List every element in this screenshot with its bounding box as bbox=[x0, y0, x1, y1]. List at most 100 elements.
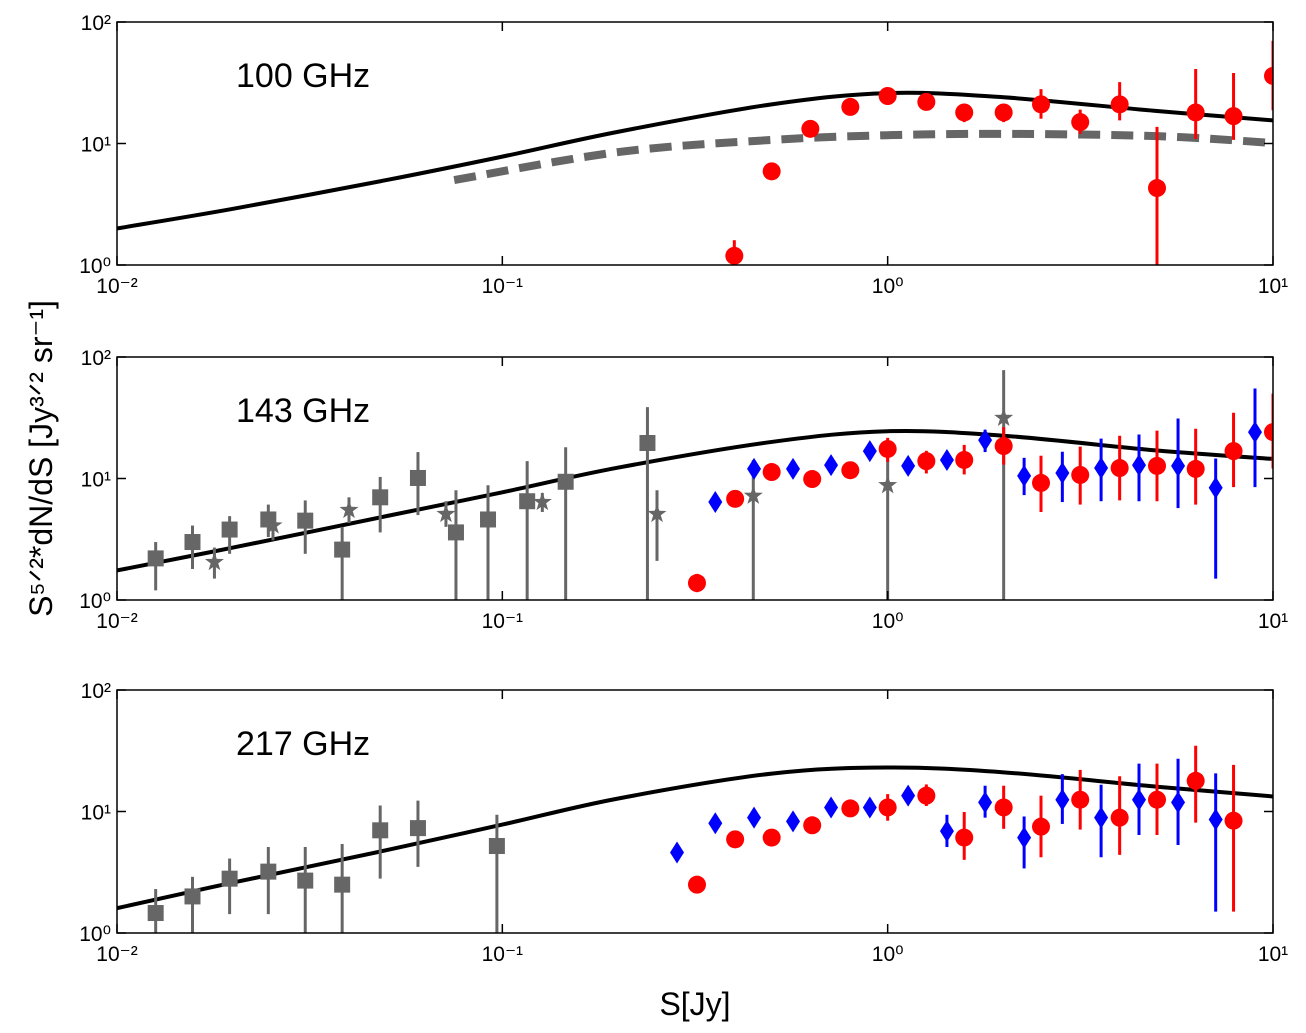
y-tick-label: 10² bbox=[81, 680, 111, 703]
point bbox=[1186, 103, 1205, 122]
point bbox=[1224, 107, 1243, 126]
x-tick-label: 10⁻² bbox=[96, 610, 137, 633]
point bbox=[297, 512, 314, 529]
point bbox=[532, 492, 552, 511]
point bbox=[726, 489, 745, 508]
point bbox=[409, 820, 426, 837]
point bbox=[372, 822, 389, 839]
point bbox=[1247, 421, 1262, 444]
point bbox=[862, 440, 877, 463]
point bbox=[1055, 788, 1070, 811]
point bbox=[1071, 465, 1090, 484]
point bbox=[1148, 456, 1167, 475]
x-tick-label: 10⁻¹ bbox=[482, 610, 523, 633]
point bbox=[1208, 808, 1223, 831]
point bbox=[955, 103, 974, 122]
point bbox=[762, 162, 781, 181]
point bbox=[221, 521, 238, 538]
point bbox=[917, 786, 936, 805]
y-tick-label: 10⁰ bbox=[79, 255, 111, 278]
point bbox=[488, 838, 505, 855]
point bbox=[1171, 791, 1186, 814]
y-tick-label: 10² bbox=[81, 347, 111, 370]
point bbox=[725, 246, 744, 265]
model-curve bbox=[117, 428, 1273, 573]
y-tick-label: 10¹ bbox=[81, 802, 111, 825]
point bbox=[878, 798, 897, 817]
point bbox=[841, 799, 860, 818]
point bbox=[994, 437, 1013, 456]
point bbox=[647, 504, 667, 523]
point bbox=[480, 511, 497, 528]
point bbox=[762, 828, 781, 847]
point bbox=[687, 875, 706, 894]
point bbox=[670, 841, 685, 864]
point bbox=[372, 489, 389, 506]
y-tick-label: 10¹ bbox=[81, 469, 111, 492]
point bbox=[994, 407, 1014, 427]
point bbox=[917, 452, 936, 471]
point bbox=[1131, 788, 1146, 811]
x-tick-label: 10⁻² bbox=[96, 275, 137, 298]
point bbox=[221, 870, 238, 887]
x-tick-label: 10⁰ bbox=[872, 275, 904, 298]
point bbox=[1017, 826, 1032, 849]
point bbox=[1094, 806, 1109, 829]
y-tick-label: 10⁰ bbox=[79, 923, 111, 946]
x-axis-label: S[Jy] bbox=[659, 986, 730, 1022]
point bbox=[1110, 459, 1129, 478]
point bbox=[447, 524, 464, 541]
point bbox=[786, 457, 801, 480]
point bbox=[409, 469, 426, 486]
plot-area bbox=[117, 370, 1273, 600]
point bbox=[1171, 454, 1186, 477]
y-axis-label: S⁵ᐟ²*dN/dS [Jy³ᐟ² sr⁻¹] bbox=[23, 300, 59, 617]
point bbox=[955, 450, 974, 469]
point bbox=[824, 454, 839, 477]
point bbox=[1264, 423, 1273, 442]
point bbox=[1071, 113, 1090, 132]
model-curve bbox=[117, 90, 1273, 231]
point bbox=[841, 97, 860, 116]
point bbox=[1186, 771, 1205, 790]
x-tick-label: 10⁰ bbox=[872, 943, 904, 966]
point bbox=[878, 87, 897, 106]
point bbox=[184, 888, 201, 905]
point bbox=[1017, 464, 1032, 487]
point bbox=[1055, 461, 1070, 484]
point bbox=[708, 812, 723, 835]
point bbox=[687, 574, 706, 593]
point bbox=[1224, 442, 1243, 461]
point bbox=[901, 454, 916, 477]
panel-label: 217 GHz bbox=[236, 725, 370, 763]
point bbox=[1131, 454, 1146, 477]
point bbox=[1208, 476, 1223, 499]
point bbox=[955, 828, 974, 847]
point bbox=[334, 541, 351, 558]
panel-label: 100 GHz bbox=[236, 57, 370, 95]
point bbox=[1148, 790, 1167, 809]
point bbox=[1032, 817, 1051, 836]
panel-label: 143 GHz bbox=[236, 392, 370, 430]
point bbox=[1148, 179, 1167, 198]
point bbox=[939, 820, 954, 843]
point bbox=[184, 534, 201, 551]
point bbox=[743, 485, 763, 504]
point bbox=[1071, 790, 1090, 809]
point bbox=[639, 434, 656, 451]
point bbox=[824, 796, 839, 819]
x-tick-label: 10¹ bbox=[1258, 610, 1288, 633]
point bbox=[901, 784, 916, 807]
point bbox=[978, 791, 993, 814]
point bbox=[147, 550, 164, 567]
point bbox=[978, 429, 993, 452]
plot-area bbox=[117, 745, 1273, 933]
point bbox=[1032, 473, 1051, 492]
x-tick-label: 10¹ bbox=[1258, 943, 1288, 966]
point bbox=[878, 439, 897, 458]
point bbox=[436, 504, 456, 523]
point bbox=[334, 876, 351, 893]
point bbox=[747, 806, 762, 829]
point bbox=[917, 92, 936, 111]
